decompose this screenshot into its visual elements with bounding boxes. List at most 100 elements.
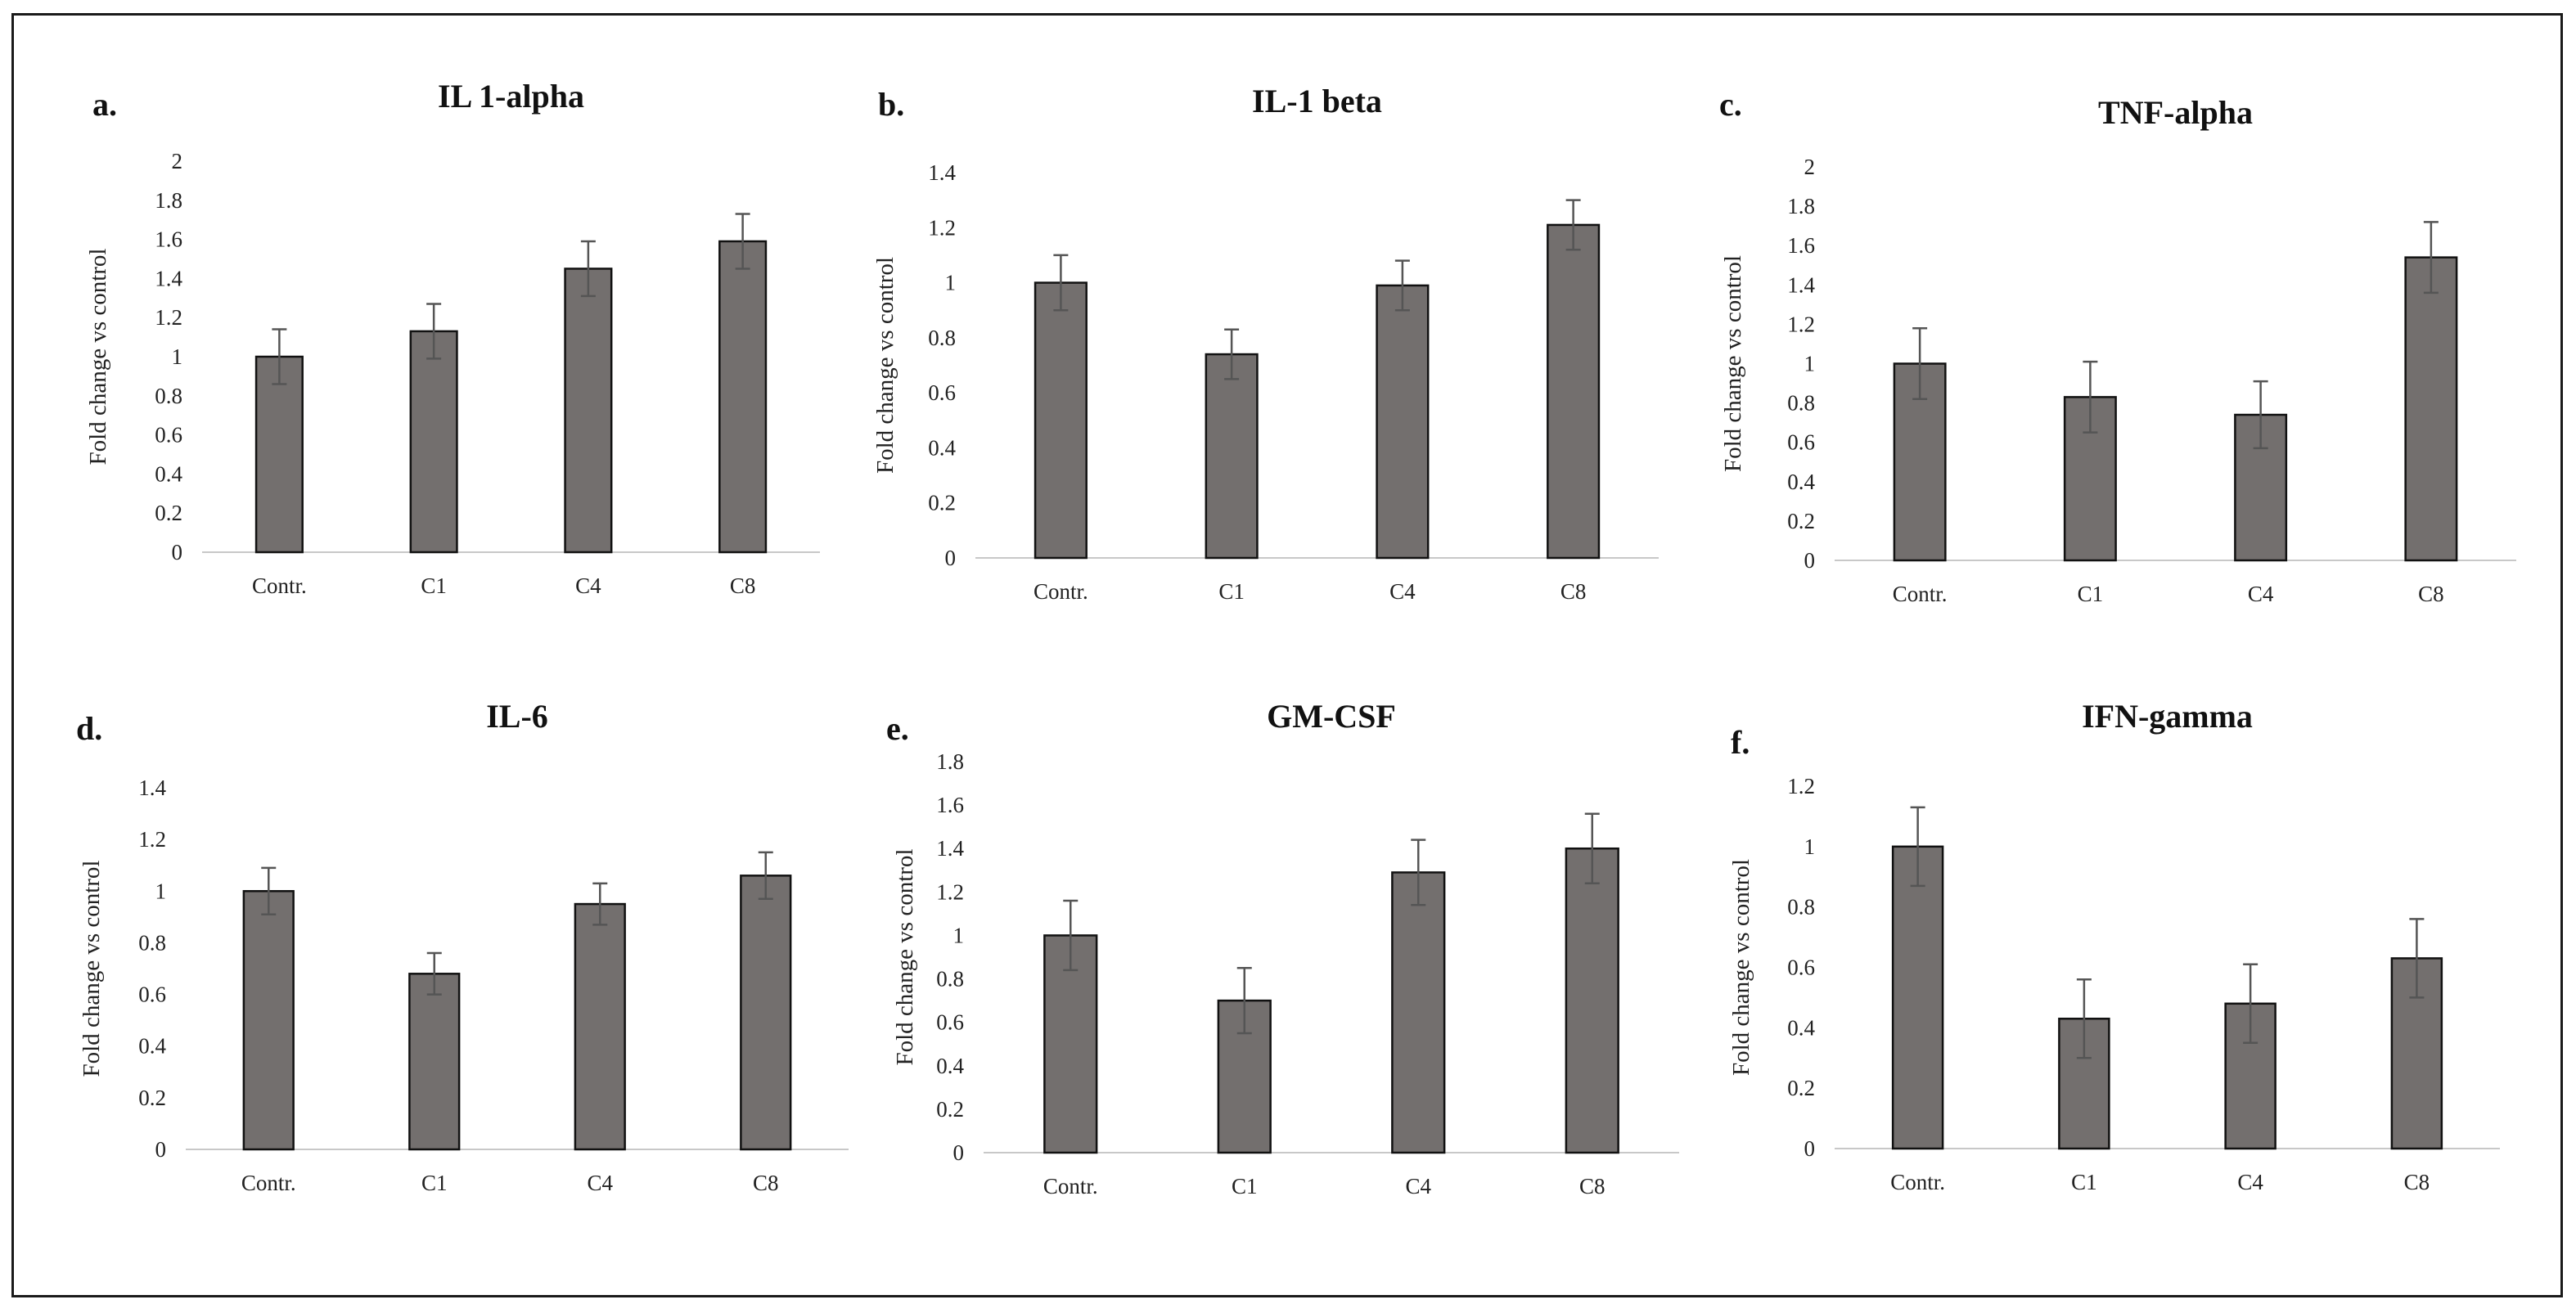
y-tick-label: 0.2 xyxy=(138,1086,166,1110)
y-tick-label: 0 xyxy=(172,540,183,564)
x-tick-label: Contr. xyxy=(1034,579,1088,604)
x-tick-label: Contr. xyxy=(1890,1170,1945,1194)
x-tick-label: Contr. xyxy=(252,573,307,598)
bar xyxy=(242,890,295,1151)
chart-panel-d: d. IL-6 Fold change vs control 0 0.2 0.4 0.6 0.… xyxy=(76,698,849,1195)
x-tick-label: Contr. xyxy=(1043,1174,1098,1198)
y-tick-label: 1.6 xyxy=(936,793,964,817)
bar xyxy=(564,268,613,554)
x-tick-label: C8 xyxy=(2418,582,2444,606)
y-axis-label: Fold change vs control xyxy=(1728,859,1754,1076)
y-tick-label: 1.6 xyxy=(1787,233,1815,258)
bar xyxy=(740,875,792,1151)
y-tick-label: 1.2 xyxy=(936,879,964,904)
y-tick-label: 1 xyxy=(155,879,167,903)
y-tick-label: 0.4 xyxy=(1787,470,1815,494)
y-tick-label: 1.8 xyxy=(1787,194,1815,218)
y-tick-label: 1.4 xyxy=(138,776,166,800)
panel-letter: f. xyxy=(1731,724,1750,761)
x-tick-label: Contr. xyxy=(241,1171,296,1195)
y-tick-label: 0.4 xyxy=(138,1034,166,1059)
chart-title: IFN-gamma xyxy=(2082,698,2253,735)
y-tick-label: 1 xyxy=(953,923,965,947)
figure-frame: a. IL 1-alpha Fold change vs control 0 0.2 0.… xyxy=(11,13,2563,1297)
bar xyxy=(1565,847,1619,1154)
x-tick-label: C1 xyxy=(1218,579,1245,604)
x-tick-label: Contr. xyxy=(1893,582,1948,606)
y-tick-label: 0 xyxy=(953,1140,965,1165)
y-tick-label: 1 xyxy=(1804,352,1816,376)
chart-panel-b: b. IL-1 beta Fold change vs control 0 0.2 0.4… xyxy=(872,83,1659,604)
y-tick-label: 0.4 xyxy=(936,1054,964,1078)
y-tick-label: 0 xyxy=(1804,548,1816,573)
chart-title: IL-6 xyxy=(486,698,548,735)
bar xyxy=(1043,934,1098,1154)
bar xyxy=(574,902,626,1151)
bar xyxy=(1376,284,1430,560)
y-axis-label: Fold change vs control xyxy=(79,861,105,1077)
chart-title: IL 1-alpha xyxy=(438,78,584,115)
panel-letter: a. xyxy=(92,86,117,123)
y-axis-label: Fold change vs control xyxy=(872,257,898,474)
y-tick-label: 0.6 xyxy=(936,1010,964,1035)
panel-letter: c. xyxy=(1719,86,1742,123)
y-tick-label: 1.2 xyxy=(1787,312,1815,336)
y-tick-label: 0.6 xyxy=(155,423,182,447)
bar xyxy=(1547,223,1601,560)
y-tick-label: 0 xyxy=(945,546,957,570)
y-tick-label: 1.2 xyxy=(155,305,182,330)
x-tick-label: C4 xyxy=(1389,579,1416,604)
chart-panel-e: e. GM-CSF Fold change vs control 0 0.2 0.4 0.6… xyxy=(886,698,1679,1198)
bar xyxy=(409,330,458,554)
x-tick-label: C4 xyxy=(587,1171,613,1195)
y-tick-label: 0.2 xyxy=(155,501,182,525)
y-tick-label: 0.8 xyxy=(936,967,964,991)
y-tick-label: 0.6 xyxy=(928,380,956,405)
y-axis-label: Fold change vs control xyxy=(892,849,918,1066)
chart-panel-a: a. IL 1-alpha Fold change vs control 0 0.2 0.… xyxy=(85,78,820,598)
panel-letter: d. xyxy=(76,710,102,747)
y-tick-label: 1.4 xyxy=(155,266,182,290)
chart-title: IL-1 beta xyxy=(1252,83,1382,119)
y-tick-label: 0.2 xyxy=(1787,509,1815,533)
x-tick-label: C8 xyxy=(1579,1174,1605,1198)
x-tick-label: C8 xyxy=(753,1171,779,1195)
bar xyxy=(2404,256,2458,562)
y-axis-label: Fold change vs control xyxy=(85,249,111,465)
bar xyxy=(1034,281,1088,560)
chart-panel-f: f. IFN-gamma Fold change vs control 0 0.2 0.4… xyxy=(1728,698,2500,1194)
y-tick-label: 1.4 xyxy=(936,836,964,861)
y-tick-label: 0.4 xyxy=(928,435,956,460)
y-tick-label: 0.8 xyxy=(928,326,956,350)
x-tick-label: C4 xyxy=(2237,1170,2263,1194)
y-tick-label: 1.8 xyxy=(936,749,964,774)
y-tick-label: 1.2 xyxy=(928,215,956,240)
y-tick-label: 0.6 xyxy=(1787,430,1815,455)
y-tick-label: 0 xyxy=(155,1137,167,1162)
x-tick-label: C1 xyxy=(1232,1174,1258,1198)
x-tick-label: C8 xyxy=(730,573,756,598)
x-tick-label: C1 xyxy=(2071,1170,2097,1194)
y-tick-label: 0.4 xyxy=(155,461,182,486)
y-tick-label: 0.8 xyxy=(1787,895,1815,920)
y-tick-label: 1.4 xyxy=(1787,272,1815,297)
x-tick-label: C1 xyxy=(421,1171,448,1195)
x-tick-label: C8 xyxy=(1560,579,1587,604)
y-tick-label: 1.2 xyxy=(138,827,166,852)
panel-letter: b. xyxy=(878,86,904,123)
y-tick-label: 1.2 xyxy=(1787,774,1815,798)
y-tick-label: 0 xyxy=(1804,1136,1816,1161)
y-tick-label: 2 xyxy=(1804,155,1816,179)
bar xyxy=(408,973,461,1151)
y-tick-label: 2 xyxy=(172,149,183,173)
bar xyxy=(1391,871,1446,1154)
chart-title: GM-CSF xyxy=(1267,698,1396,735)
y-tick-label: 1 xyxy=(945,271,957,295)
x-tick-label: C8 xyxy=(2404,1170,2430,1194)
x-tick-label: C4 xyxy=(2248,582,2274,606)
y-tick-label: 0.2 xyxy=(936,1097,964,1122)
y-axis-label: Fold change vs control xyxy=(1720,255,1746,472)
charts-canvas: a. IL 1-alpha Fold change vs control 0 0.2 0.… xyxy=(76,78,2516,1198)
y-tick-label: 1.6 xyxy=(155,227,182,252)
y-tick-label: 0.2 xyxy=(1787,1076,1815,1100)
